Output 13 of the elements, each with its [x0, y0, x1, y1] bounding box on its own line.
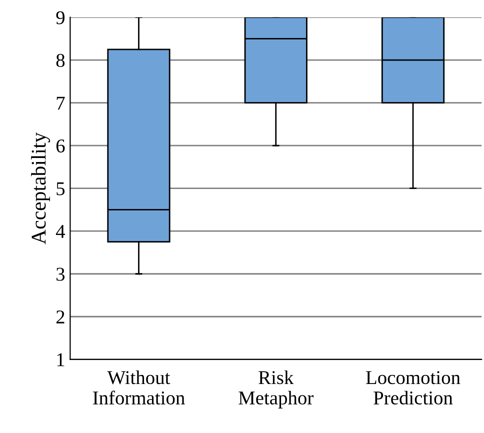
y-tick-label: 8 — [56, 54, 65, 68]
y-tick-label: 6 — [56, 139, 65, 153]
y-tick-label: 4 — [56, 225, 66, 238]
y-tick-label: 2 — [56, 310, 64, 324]
y-tick-label: 7 — [56, 96, 65, 110]
x-tick-label: Without Information — [93, 370, 185, 405]
x-tick-label: Risk Metaphor — [238, 370, 314, 408]
y-axis-title: Acceptability — [31, 132, 50, 244]
y-tick-label: 5 — [56, 182, 65, 196]
y-tick-label: 9 — [56, 11, 65, 24]
x-tick-label: Locomotion Prediction — [366, 371, 460, 405]
y-tick-label: 3 — [56, 268, 65, 281]
y-tick-label: 1 — [57, 353, 64, 366]
